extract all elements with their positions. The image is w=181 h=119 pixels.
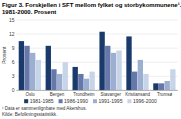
bar <box>19 41 24 90</box>
legend-label: 1986-1990 <box>64 98 88 104</box>
bar <box>63 62 68 90</box>
grid-line <box>17 20 178 21</box>
bar <box>153 83 158 90</box>
bar <box>46 46 51 91</box>
bars <box>19 32 176 91</box>
bar <box>57 74 62 90</box>
bar <box>116 50 121 90</box>
bar <box>51 69 56 90</box>
grid-line <box>17 48 178 49</box>
legend-swatch <box>127 99 131 103</box>
bar <box>89 72 94 91</box>
title-line: 1981-2000. Prosent <box>2 9 56 15</box>
x-tick-label: Oslo <box>25 92 35 97</box>
x-tick-label: Trondheim <box>73 92 95 97</box>
y-axis-label: Prosent <box>1 46 7 64</box>
bar <box>132 72 137 91</box>
chart-container: Figur 3. Forskjellen i SFT mellom fylket… <box>0 0 181 119</box>
legend-swatch <box>24 99 28 103</box>
footnote: ¹ Data er sammenlignbare med Akershus.Ki… <box>2 106 87 116</box>
bar <box>30 53 35 91</box>
bar <box>165 81 170 90</box>
bar <box>24 46 29 91</box>
y-tick-label: 0 <box>12 87 15 93</box>
y-tick-label: 15 <box>9 17 15 23</box>
chart: Figur 3. Forskjellen i SFT mellom fylket… <box>0 0 181 119</box>
x-axis-line <box>17 90 178 91</box>
legend-label: 1996-2000 <box>133 98 157 104</box>
bar <box>143 74 148 90</box>
bar <box>105 46 110 91</box>
title: Figur 3. Forskjellen i SFT mellom fylket… <box>2 2 181 15</box>
x-tick-label: Tromsø <box>157 92 173 97</box>
title-line: Figur 3. Forskjellen i SFT mellom fylket… <box>2 2 181 8</box>
legend-label: 1981-1985 <box>30 98 54 104</box>
bar <box>84 79 89 91</box>
bar <box>78 74 83 90</box>
legend-swatch <box>59 99 63 103</box>
bar <box>126 36 131 90</box>
legend-swatch <box>93 99 97 103</box>
grid <box>17 20 178 90</box>
y-tick-label: 9 <box>12 45 15 51</box>
grid-line <box>17 34 178 35</box>
legend-label: 1991-1995 <box>99 98 123 104</box>
bar <box>159 83 164 90</box>
bar <box>73 67 78 90</box>
bar <box>138 60 143 90</box>
y-tick-label: 6 <box>12 59 15 65</box>
bar <box>170 69 175 90</box>
y-tick-label: 12 <box>9 31 15 37</box>
x-tick-label: Kristiansand <box>125 92 150 97</box>
footnote-line: Kilde: Befolkningsstatistikk. <box>2 112 57 117</box>
footnote-line: ¹ Data er sammenlignbare med Akershus. <box>2 106 87 111</box>
x-tick-label: Bergen <box>50 92 65 97</box>
x-tick-label: Stavanger <box>100 92 121 97</box>
bar <box>36 60 41 90</box>
bar <box>111 53 116 91</box>
legend: 1981-1985 1986-1990 1991-1995 1996-2000 <box>24 98 157 104</box>
bar <box>99 32 104 91</box>
y-tick-label: 3 <box>12 73 15 79</box>
